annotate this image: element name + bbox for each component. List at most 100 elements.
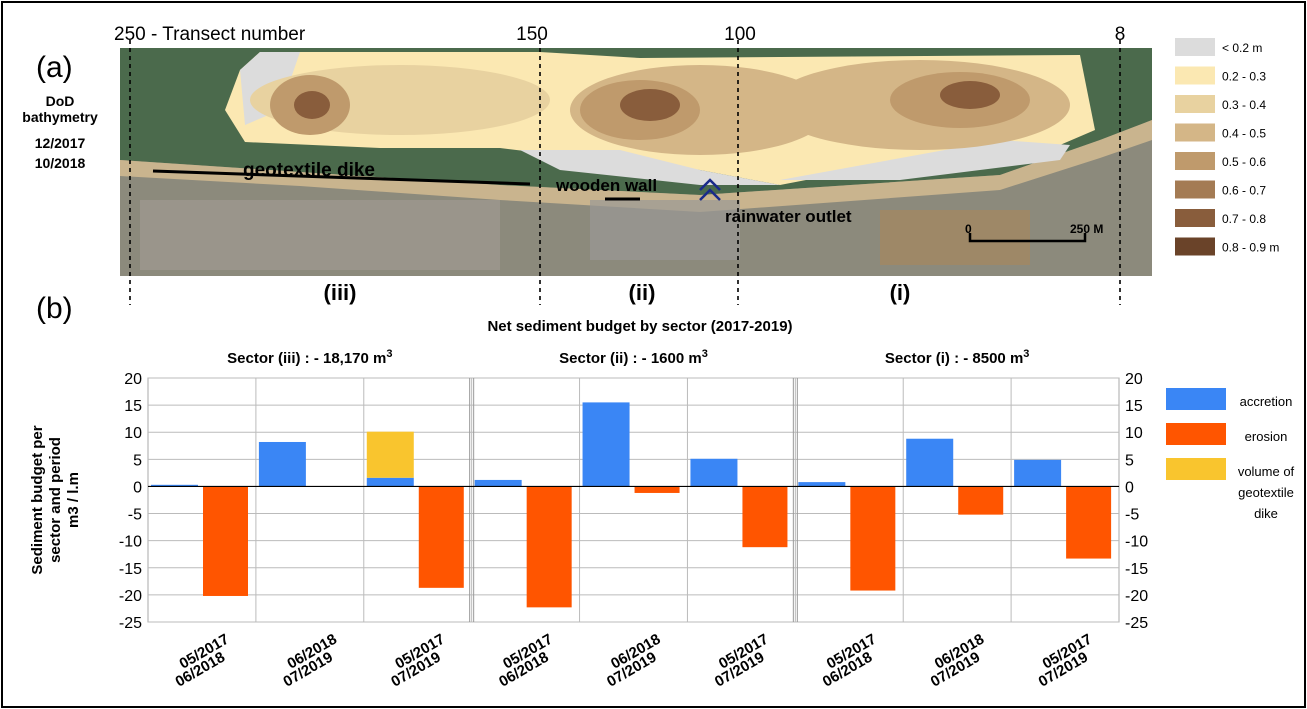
map-title: DoD	[46, 93, 75, 109]
legend-item: accretion	[1166, 388, 1306, 412]
sector-title-exp: 3	[1023, 348, 1029, 360]
y-tick-label: -5	[128, 507, 142, 524]
y-tick-label: 5	[133, 452, 142, 469]
y2-tick-label: 10	[1125, 425, 1143, 442]
legend-swatch	[1175, 95, 1215, 113]
bar	[418, 486, 464, 588]
sector-title-exp: 3	[702, 348, 708, 360]
y2-tick-label: -15	[1125, 561, 1148, 578]
sector-label: (ii)	[629, 280, 656, 305]
sector-label: (i)	[890, 280, 911, 305]
legend-label: 0.7 - 0.8	[1222, 212, 1266, 226]
sector-title: Sector (ii) : - 1600 m3	[559, 348, 708, 367]
legend-swatch	[1175, 209, 1215, 227]
y2-tick-label: 5	[1125, 452, 1134, 469]
legend-swatch	[1175, 180, 1215, 199]
sector-title: Sector (i) : - 8500 m3	[885, 348, 1030, 367]
legend-label: volume of geotextile dike	[1237, 464, 1295, 521]
map-date: 10/2018	[35, 155, 86, 171]
legend-label: < 0.2 m	[1222, 41, 1262, 55]
legend-swatch	[1175, 152, 1215, 170]
y-axis-label: sector and period	[47, 437, 64, 563]
bar	[1014, 459, 1062, 487]
legend-swatch	[1166, 388, 1226, 410]
annotation: rainwater outlet	[725, 207, 852, 226]
legend-label: 0.4 - 0.5	[1222, 127, 1266, 141]
bar	[690, 458, 738, 487]
bar	[798, 482, 846, 487]
legend-swatch	[1175, 237, 1215, 256]
y2-tick-label: 15	[1125, 398, 1143, 415]
panel-label: (a)	[36, 51, 73, 84]
bar	[582, 402, 630, 487]
sector-label: (iii)	[324, 280, 357, 305]
scale-label: 250 M	[1070, 222, 1103, 236]
y-tick-label: 20	[124, 371, 142, 388]
y-tick-label: 0	[133, 479, 142, 496]
chart-title: Net sediment budget by sector (2017-2019…	[487, 318, 792, 335]
legend-item: erosion	[1166, 423, 1306, 447]
legend-swatch	[1175, 66, 1215, 85]
legend-swatch	[1175, 38, 1215, 56]
y-tick-label: 15	[124, 398, 142, 415]
y2-tick-label: -10	[1125, 534, 1148, 551]
legend-swatch	[1175, 123, 1215, 142]
y2-tick-label: 20	[1125, 371, 1143, 388]
bar	[906, 438, 954, 487]
annotation: geotextile dike	[243, 160, 375, 181]
legend-label: 0.6 - 0.7	[1222, 184, 1266, 198]
y-tick-label: -10	[119, 534, 142, 551]
annotation: wooden wall	[555, 176, 657, 195]
bar	[366, 431, 414, 478]
scale-label: 0	[965, 222, 972, 236]
legend-swatch	[1166, 423, 1226, 445]
bar	[1066, 486, 1112, 559]
map-date: 12/2017	[35, 135, 86, 151]
map-legend: < 0.2 m 0.2 - 0.3 0.3 - 0.4 0.4 - 0.5 0.5 - …	[1175, 38, 1279, 256]
bar	[958, 486, 1004, 515]
y-axis-label: Sediment budget per	[29, 425, 46, 574]
legend-swatch	[1166, 458, 1226, 480]
bar	[634, 486, 680, 493]
sector-title-exp: 3	[386, 348, 392, 360]
sector-title-text: Sector (ii) : - 1600 m	[559, 350, 702, 367]
sector-title-text: Sector (iii) : - 18,170 m	[227, 350, 386, 367]
sector-title-text: Sector (i) : - 8500 m	[885, 350, 1023, 367]
chart: -25 -25 -20 -20 -15 -15 -10 -10 -5 -5 0 0 5 5 10 10 15 15…	[29, 348, 1148, 691]
bar	[366, 477, 414, 487]
legend-label: erosion	[1244, 429, 1288, 444]
bar	[526, 486, 572, 608]
bar	[850, 486, 896, 591]
legend: accretion erosion volume of geotextile dik…	[1166, 388, 1306, 535]
legend-label: 0.3 - 0.4	[1222, 98, 1266, 112]
y2-tick-label: -25	[1125, 615, 1148, 632]
y2-tick-label: -20	[1125, 588, 1148, 605]
y2-tick-label: -5	[1125, 507, 1139, 524]
legend-label: 0.2 - 0.3	[1222, 70, 1266, 84]
map	[120, 40, 1152, 305]
transect: 8	[1115, 24, 1126, 45]
map-title: bathymetry	[22, 109, 98, 125]
legend-label: 0.8 - 0.9 m	[1222, 241, 1279, 255]
bar	[203, 486, 248, 596]
sector-title: Sector (iii) : - 18,170 m3	[227, 348, 392, 367]
y-tick-label: 10	[124, 425, 142, 442]
legend-item: volume of geotextile dike	[1166, 458, 1306, 524]
legend-label: accretion	[1239, 394, 1293, 409]
legend-label: 0.5 - 0.6	[1222, 155, 1266, 169]
transect: 100	[724, 24, 756, 45]
y2-tick-label: 0	[1125, 479, 1134, 496]
bar	[258, 441, 306, 487]
y-axis-label: m3 / l.m	[65, 472, 82, 528]
y-tick-label: -25	[119, 615, 142, 632]
bar	[474, 479, 522, 487]
bar	[742, 486, 788, 548]
transect: 150	[516, 24, 548, 45]
y-tick-label: -15	[119, 561, 142, 578]
panel-label: (b)	[36, 292, 73, 325]
bar	[151, 484, 198, 487]
y-tick-label: -20	[119, 588, 142, 605]
